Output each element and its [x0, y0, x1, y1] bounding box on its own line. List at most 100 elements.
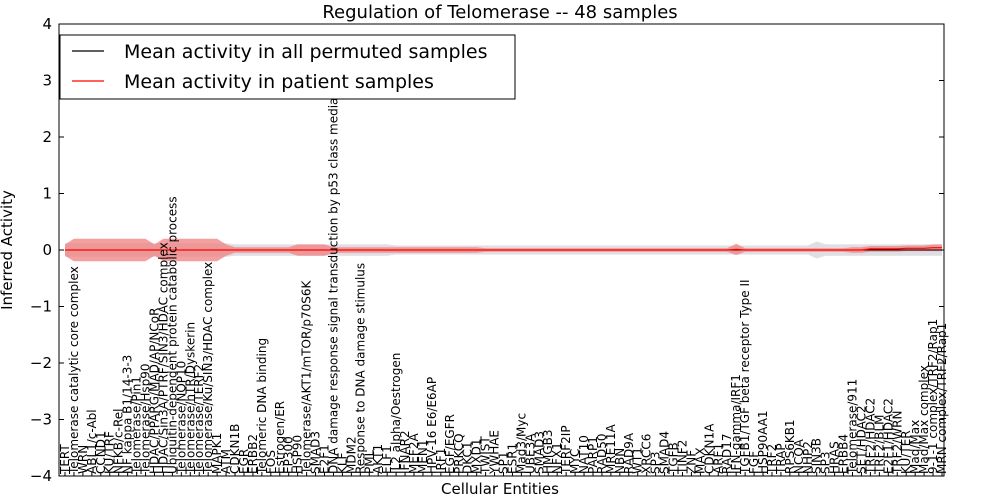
legend-label: Mean activity in patient samples [124, 71, 434, 93]
x-tick-label: RPS6KB1 [783, 419, 797, 474]
x-tick-label: RAD9A [622, 432, 636, 474]
x-tick-label: IRF1 [434, 448, 448, 474]
y-tick-label: −4 [30, 467, 52, 485]
x-tick-label: CCND1 [94, 431, 108, 474]
x-tick-label: WRN [76, 445, 90, 474]
x-tick-label: SP3 [649, 452, 663, 475]
x-tick-label: HDAC/PPARG/MAD/AP/NCoR [148, 308, 162, 474]
x-tick-label: E2F1 [318, 444, 332, 474]
y-tick-label: 1 [42, 185, 52, 203]
y-axis-label: Inferred Activity [0, 190, 16, 310]
y-tick-label: −1 [30, 298, 52, 316]
x-tick-label: UBE3A [523, 433, 537, 474]
x-tick-label: Telomeric DNA binding [255, 338, 269, 475]
x-tick-label: Mad3/Myc [514, 413, 528, 474]
x-tick-label: PRKCQ [452, 433, 466, 474]
x-tick-label: Estrogen/ER [273, 401, 287, 474]
x-tick-label: NF kappa B1/14-3-3 [121, 355, 135, 474]
x-tick-label: IFN-gamma/IRF1 [729, 374, 743, 474]
x-tick-label: Response to DNA damage stimulus [353, 263, 367, 474]
x-tick-label: HSP90AA1 [756, 410, 770, 474]
y-tick-label: 4 [42, 15, 52, 33]
x-tick-label: NBN [613, 448, 627, 474]
x-tick-label: NFX1 [550, 442, 564, 474]
x-tick-label: ARF1 [711, 443, 725, 474]
x-tick-label: EGF/EGFR [443, 414, 457, 474]
x-tick-label: 9-1-1 complex/TRF2/Rap1 [926, 319, 940, 474]
x-tick-label: PARP1 [586, 436, 600, 474]
series-line-patient [65, 247, 942, 251]
x-tick-label: MRN complex/TRF2/Rap1 [935, 323, 949, 474]
x-tick-label: RAD50 [595, 433, 609, 474]
x-tick-label: AKT1 [371, 444, 385, 474]
x-tick-label: HPV-16 E6/E6AP [425, 377, 439, 474]
x-tick-label: ERBB4 [837, 434, 851, 474]
x-tick-label: ZNF [684, 450, 698, 474]
x-tick-label: ERBB2 [246, 434, 260, 474]
x-tick-label: FOS [264, 450, 278, 474]
y-tick-label: 3 [42, 72, 52, 90]
x-tick-label: KU/TRF [103, 431, 117, 474]
y-tick-label: −3 [30, 411, 52, 429]
chart-title: Regulation of Telomerase -- 48 samples [322, 2, 677, 23]
x-tick-label: MRE11A [604, 423, 618, 474]
x-tick-label: EP300 [282, 436, 296, 474]
x-tick-label: SP3 [819, 452, 833, 475]
x-tick-label: ABL1/c-Abl [85, 409, 99, 474]
x-tick-label: FGF [747, 451, 761, 474]
x-tick-label: PML [362, 449, 376, 474]
x-axis-label: Cellular Entities [441, 480, 559, 498]
x-tick-label: YWHAE [488, 430, 502, 475]
x-tick-label: TINF2 [676, 440, 690, 475]
x-tick-label: Telomerase/Ku/SIN3/HDAC complex [201, 262, 215, 475]
x-tick-label: Telomerase/Pin1 [130, 376, 144, 475]
x-tick-label: NHP2 [801, 441, 815, 474]
x-tick-label: DKC1 [461, 442, 475, 474]
y-tick-label: −2 [30, 354, 52, 372]
x-tick-label: MEN1 [416, 439, 430, 474]
x-tick-label: SET/HDAC2 [855, 405, 869, 474]
y-tick-label: 2 [42, 128, 52, 146]
x-tick-label: NCOA [792, 438, 806, 474]
x-tick-label: MXD1 [470, 439, 484, 474]
x-tick-label: TRF2/BLM [872, 414, 886, 475]
x-tick-label: MEF2A [407, 433, 421, 474]
x-tick-label: SMAD4 [658, 431, 672, 474]
legend-label: Mean activity in all permuted samples [124, 41, 487, 63]
x-tick-label: TWIST [479, 436, 493, 475]
x-tick-label: TRF2/WRN [890, 411, 904, 475]
x-tick-label: Telomerase/NOP10 [174, 361, 188, 475]
x-tick-label: TRAP [774, 443, 788, 475]
x-tick-label: TERT [58, 444, 72, 475]
x-tick-label: CDKN1A [702, 423, 716, 474]
x-tick-label: SP1 [497, 452, 511, 475]
x-tick-label: MAX [693, 447, 707, 474]
x-tick-label: RAD17 [720, 433, 734, 474]
x-tick-label: MAPK1 [210, 433, 224, 474]
x-tick-label: MDM2 [344, 436, 358, 474]
x-tick-label: Mad/Max [908, 420, 922, 474]
x-tick-label: SIN3B [810, 438, 824, 474]
x-tick-label: Ubiquitin-dependent protein catabolic pr… [165, 196, 179, 474]
x-tick-label: KU/TER [899, 430, 913, 474]
x-tick-label: ELF1 [380, 445, 394, 474]
x-tick-label: HDAC/Sin3A/PTRF/SIN3/HDAC complex [156, 242, 170, 474]
x-tick-label: ESR1 [505, 443, 519, 474]
x-tick-label: Telomerase/911 [846, 379, 860, 475]
y-tick-label: 0 [42, 241, 52, 259]
x-tick-label: DNA damage response signal transduction … [327, 81, 341, 474]
x-tick-label: Telomerase/Hsp90 [139, 363, 153, 475]
x-tick-label: WT1 [631, 447, 645, 474]
x-tick-label: TRF2 [765, 444, 779, 475]
x-tick-label: MYC [568, 449, 582, 474]
x-tick-label: TRF2/HDAC2 [863, 398, 877, 475]
x-tick-label: IL2 alpha/Oestrogen [389, 353, 403, 474]
x-tick-label: TERF2IP [559, 425, 573, 475]
x-tick-label: TGFB1/TGF beta receptor Type II [738, 279, 752, 475]
x-tick-label: HMGB3 [541, 429, 555, 474]
x-tick-label: Telomerase catalytic core complex [67, 266, 81, 475]
x-tick-label: Mad/Max complex [917, 365, 931, 474]
x-tick-label: SMAD3 [532, 431, 546, 474]
